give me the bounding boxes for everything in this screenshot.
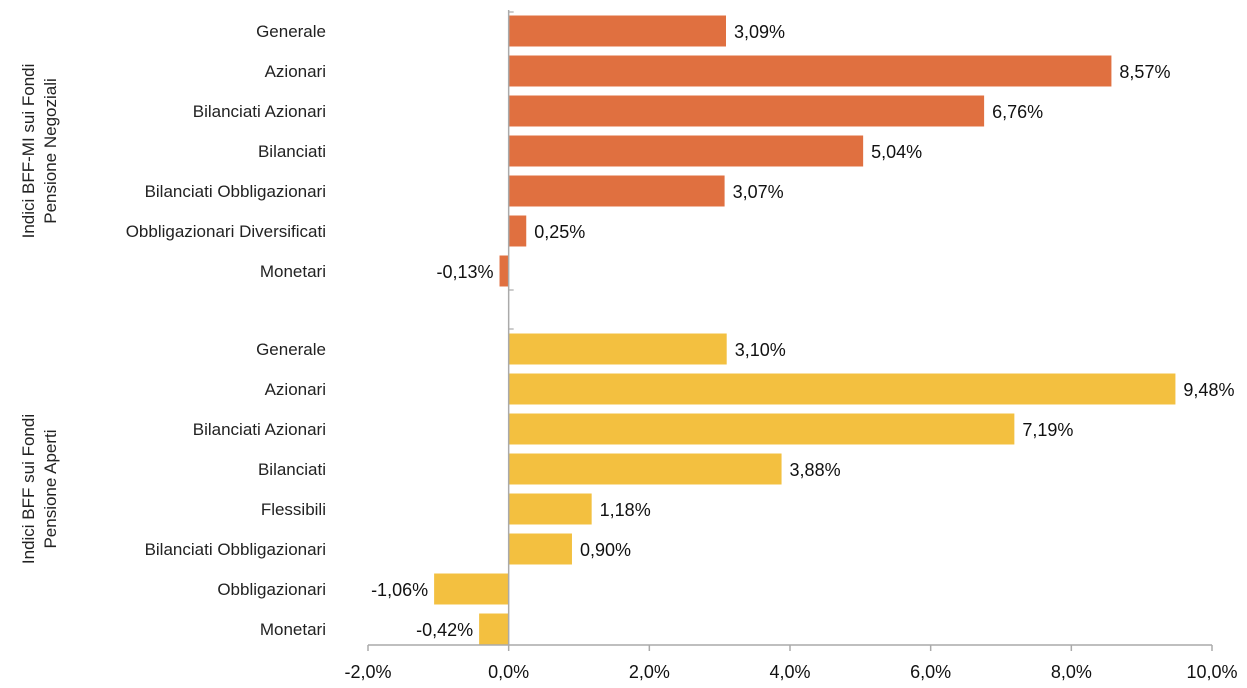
- category-label: Obbligazionari Diversificati: [126, 222, 326, 241]
- bar: [508, 215, 527, 247]
- data-label: 6,76%: [992, 102, 1043, 122]
- x-tick-label: 8,0%: [1051, 662, 1092, 682]
- data-label: 0,25%: [534, 222, 585, 242]
- bar: [499, 255, 509, 287]
- data-label: 3,10%: [735, 340, 786, 360]
- group-label: Indici BFF sui Fondi Pensione Aperti: [19, 414, 60, 564]
- bar: [508, 413, 1015, 445]
- category-label: Azionari: [265, 62, 326, 81]
- bar: [508, 55, 1112, 87]
- group-label: Indici BFF-MI sui Fondi Pensione Negozial…: [19, 64, 60, 239]
- category-label: Obbligazionari: [217, 580, 326, 599]
- bar: [479, 613, 509, 645]
- x-tick-label: 6,0%: [910, 662, 951, 682]
- category-label: Bilanciati Obbligazionari: [145, 182, 326, 201]
- data-label: 0,90%: [580, 540, 631, 560]
- bar: [508, 453, 782, 485]
- x-tick-label: 10,0%: [1186, 662, 1237, 682]
- data-label: 9,48%: [1183, 380, 1234, 400]
- group-label-line: Indici BFF-MI sui Fondi: [19, 64, 38, 239]
- axes: -2,0% 0,0% 2,0% 4,0% 6,0% 8,0% 10,0%: [344, 10, 1238, 682]
- x-tick-label: 2,0%: [629, 662, 670, 682]
- group-labels: Indici BFF-MI sui Fondi Pensione Negozial…: [19, 64, 60, 565]
- bar: [508, 533, 572, 565]
- group-label-line: Indici BFF sui Fondi: [19, 414, 38, 564]
- category-label: Monetari: [260, 620, 326, 639]
- data-label: -1,06%: [371, 580, 428, 600]
- data-label: 3,88%: [790, 460, 841, 480]
- bar: [508, 373, 1176, 405]
- data-label: 1,18%: [600, 500, 651, 520]
- data-label: 3,09%: [734, 22, 785, 42]
- data-label: 7,19%: [1022, 420, 1073, 440]
- category-label: Monetari: [260, 262, 326, 281]
- category-label: Bilanciati Obbligazionari: [145, 540, 326, 559]
- x-tick-label: 0,0%: [488, 662, 529, 682]
- bar: [508, 333, 727, 365]
- category-label: Generale: [256, 340, 326, 359]
- category-label: Bilanciati Azionari: [193, 420, 326, 439]
- group-label-line: Pensione Aperti: [41, 429, 60, 548]
- category-label: Bilanciati: [258, 460, 326, 479]
- bar: [508, 135, 864, 167]
- data-label: -0,13%: [436, 262, 493, 282]
- bars: Generale 3,09% Azionari 8,57% Bilanciati Azi…: [126, 15, 1234, 645]
- bar: [434, 573, 509, 605]
- bar: [508, 175, 725, 207]
- data-label: 8,57%: [1119, 62, 1170, 82]
- x-tick-label: -2,0%: [344, 662, 391, 682]
- category-label: Flessibili: [261, 500, 326, 519]
- data-label: 5,04%: [871, 142, 922, 162]
- data-label: 3,07%: [733, 182, 784, 202]
- category-label: Generale: [256, 22, 326, 41]
- category-label: Bilanciati: [258, 142, 326, 161]
- category-label: Azionari: [265, 380, 326, 399]
- data-label: -0,42%: [416, 620, 473, 640]
- bar: [508, 95, 985, 127]
- bar: [508, 493, 592, 525]
- x-tick-label: 4,0%: [769, 662, 810, 682]
- group-label-line: Pensione Negoziali: [41, 78, 60, 224]
- category-label: Bilanciati Azionari: [193, 102, 326, 121]
- bar: [508, 15, 726, 47]
